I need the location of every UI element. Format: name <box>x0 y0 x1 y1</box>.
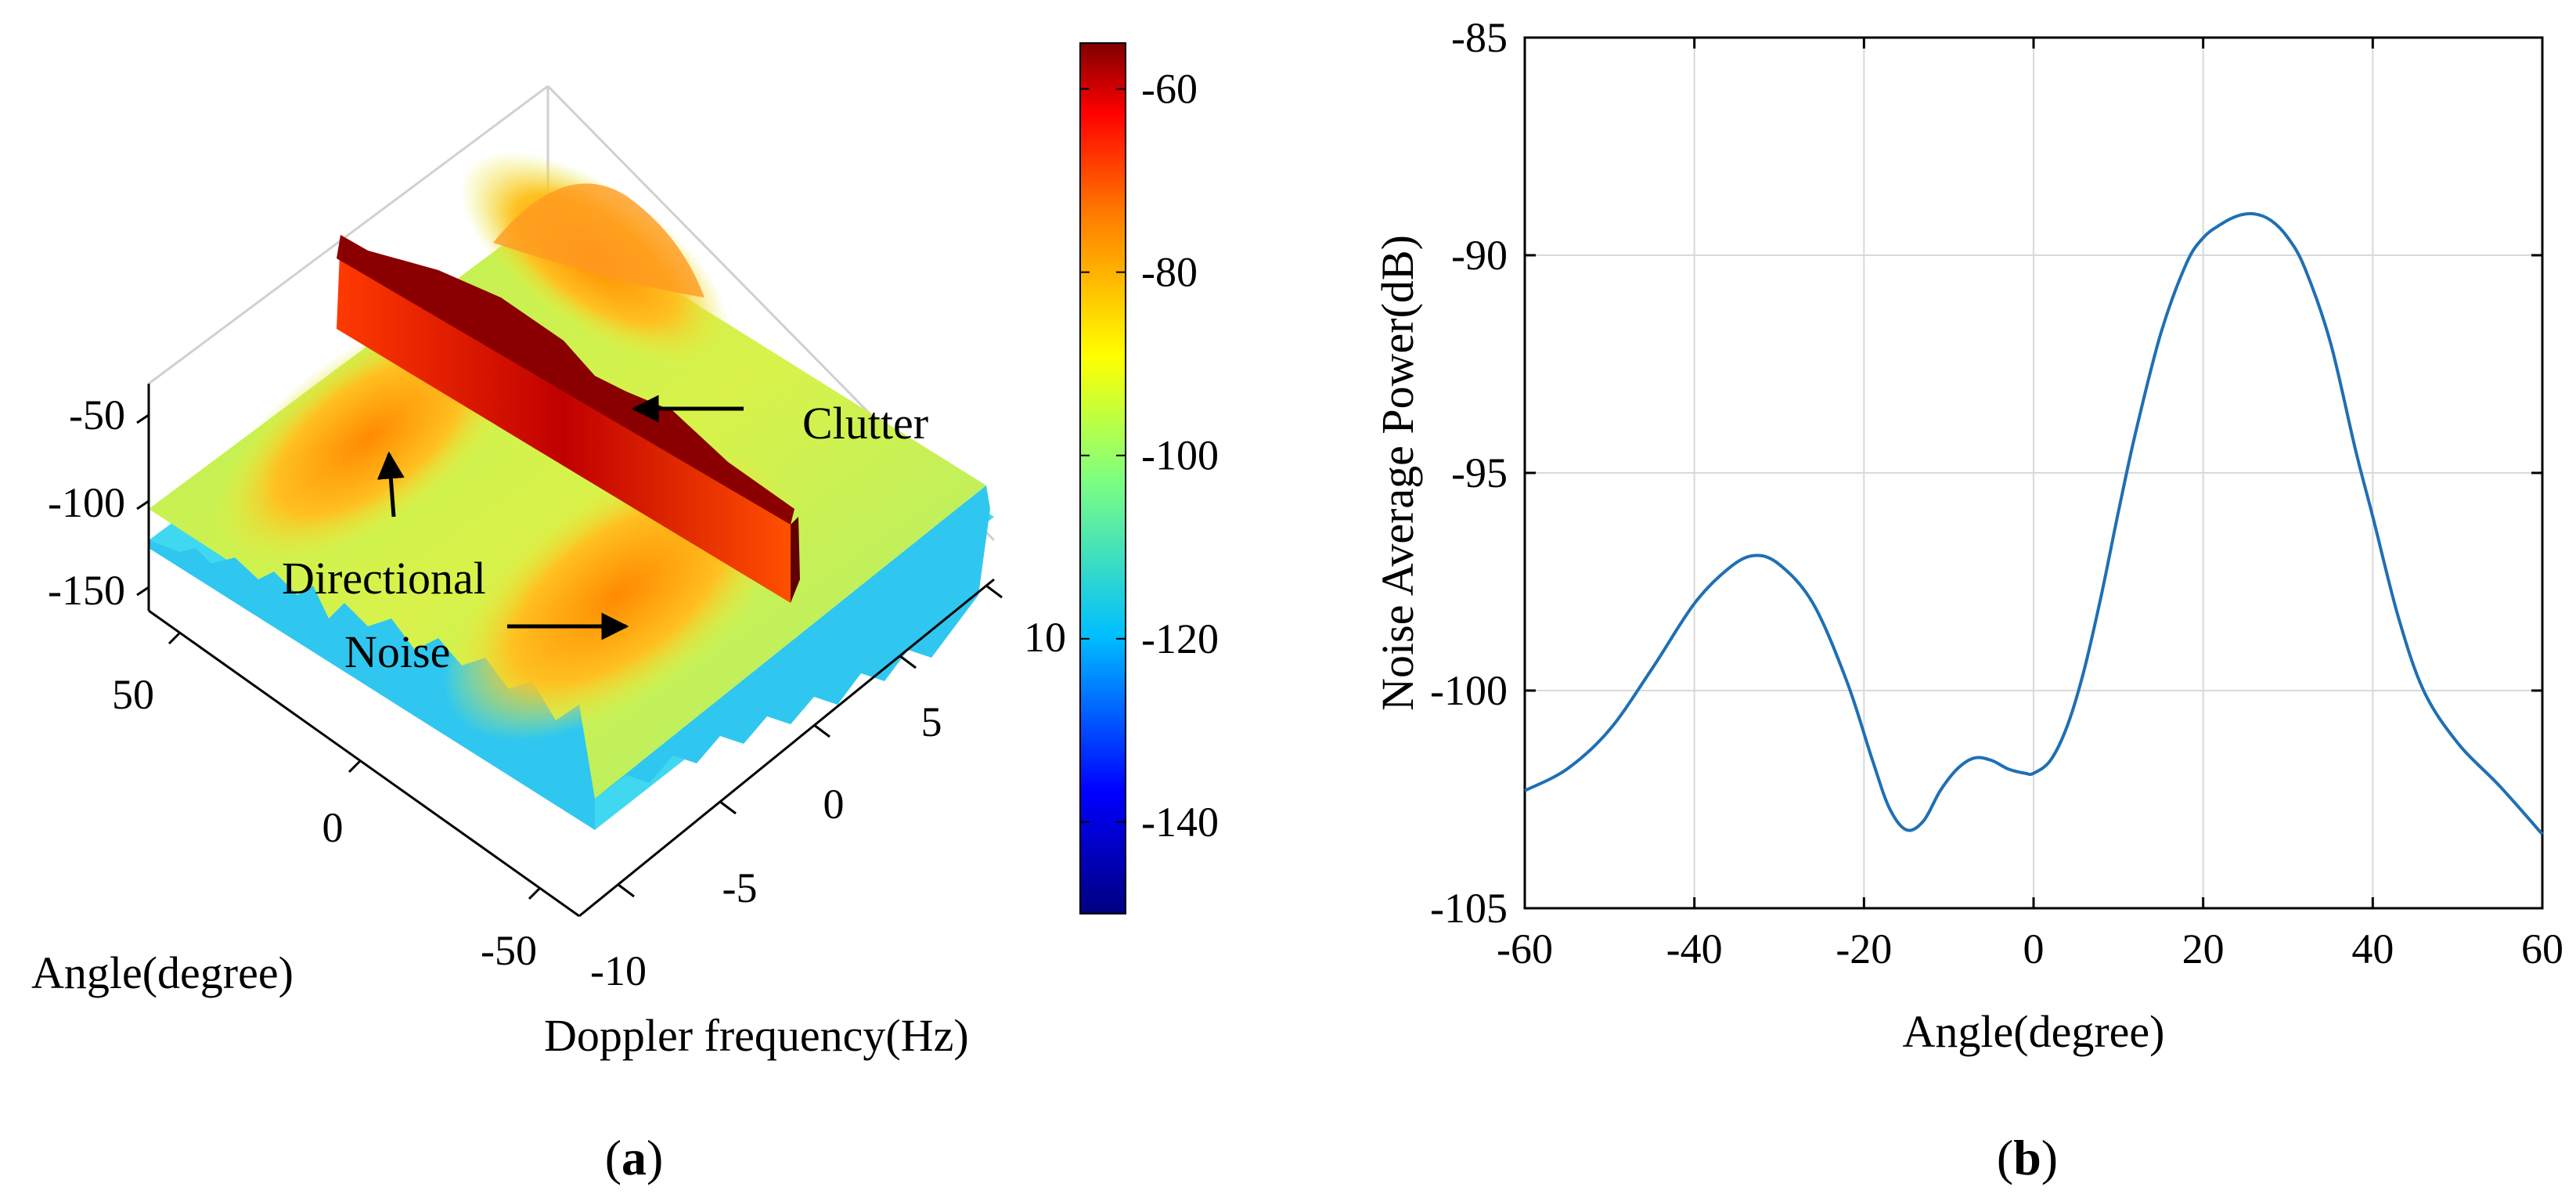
directional-arrow-up <box>376 451 405 518</box>
surface-jagged-edge-right <box>595 485 990 799</box>
z-tick-label: -150 <box>48 567 125 614</box>
doppler-tick-label: 0 <box>823 781 845 828</box>
y-axis-label: Noise Average Power(dB) <box>1372 235 1423 711</box>
x-tick-label: 20 <box>2182 925 2225 972</box>
caption-b: (b) <box>1997 1130 2058 1185</box>
doppler-tick-label: 5 <box>921 698 942 745</box>
directional-label-line2: Noise <box>344 626 450 677</box>
panel-a-surface-plot: -50 -100 -150 50 0 -50 Angle(degree) -10… <box>31 42 1219 1185</box>
colorbar: -60 -80 -100 -120 -140 <box>1079 42 1219 914</box>
colorbar-tick-label: -120 <box>1141 615 1219 662</box>
grid-lines <box>1524 37 2543 909</box>
doppler-tick-label: 10 <box>1024 614 1066 661</box>
doppler-axis-label: Doppler frequency(Hz) <box>544 1010 969 1061</box>
angle-tick-label: 50 <box>112 671 154 718</box>
surface-jagged-edge <box>149 540 595 830</box>
clutter-ridge-face <box>337 235 791 603</box>
annotations: Clutter Directional Noise <box>282 395 928 677</box>
caption-b-letter: b <box>2013 1130 2041 1185</box>
z-axis: -50 -100 -150 <box>48 384 150 614</box>
colorbar-tick-label: -80 <box>1141 249 1198 296</box>
clutter-ridge-side <box>791 517 800 603</box>
x-tick-label: 0 <box>2023 925 2045 972</box>
angle-axis: 50 0 -50 Angle(degree) <box>31 609 580 998</box>
angle-tick-label: 0 <box>322 804 344 851</box>
directional-label-line1: Directional <box>282 553 486 604</box>
z-tick-label: -50 <box>69 391 125 438</box>
panel-b-line-chart: -60 -40 -20 0 20 40 60 -85 -90 -95 -100 -105 Angle(… <box>1372 14 2563 1185</box>
x-tick-label: 40 <box>2351 925 2394 972</box>
y-tick-label: -90 <box>1451 232 1508 279</box>
x-tick-label: 60 <box>2521 925 2563 972</box>
z-tick-label: -100 <box>48 479 125 526</box>
colorbar-gradient <box>1079 42 1126 914</box>
noise-hump-back-top <box>493 183 704 298</box>
x-tick-label: -20 <box>1836 925 1892 972</box>
y-tick-label: -95 <box>1451 449 1508 496</box>
x-tick-label: -40 <box>1666 925 1723 972</box>
axis-ticks: -60 -40 -20 0 20 40 60 -85 -90 -95 -100 -105 <box>1430 14 2563 972</box>
doppler-tick-label: -5 <box>722 864 758 911</box>
caption-a: (a) <box>605 1130 664 1185</box>
colorbar-ticks: -60 -80 -100 -120 -140 <box>1080 66 1219 846</box>
y-tick-label: -85 <box>1451 14 1508 61</box>
y-tick-label: -105 <box>1430 885 1508 932</box>
colorbar-tick-label: -100 <box>1141 432 1219 479</box>
x-tick-label: -60 <box>1497 925 1553 972</box>
doppler-tick-label: -10 <box>590 947 647 994</box>
x-axis-label: Angle(degree) <box>1903 1006 2165 1057</box>
colorbar-tick-label: -60 <box>1141 66 1198 113</box>
caption-a-letter: a <box>621 1130 647 1185</box>
clutter-label: Clutter <box>802 398 928 449</box>
y-tick-label: -100 <box>1430 667 1508 714</box>
angle-tick-label: -50 <box>481 927 537 974</box>
doppler-axis: -10 -5 0 5 10 Doppler frequency(Hz) <box>544 578 1066 1061</box>
clutter-ridge-top <box>337 235 794 525</box>
angle-axis-label: Angle(degree) <box>31 947 294 998</box>
colorbar-tick-label: -140 <box>1141 799 1219 846</box>
noise-power-line <box>1524 211 2544 835</box>
